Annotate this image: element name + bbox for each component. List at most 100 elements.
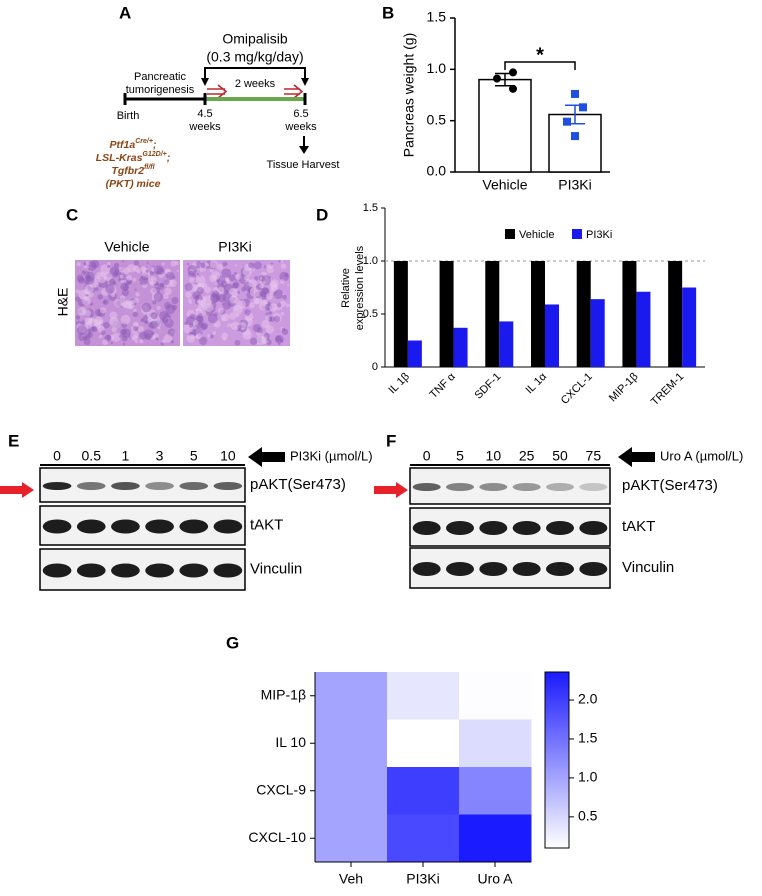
birth: Birth	[117, 110, 140, 122]
data-point	[509, 68, 517, 77]
band-label: tAKT	[622, 518, 655, 535]
dose: 3	[156, 448, 164, 464]
legend-label: Vehicle	[519, 229, 554, 241]
tissue	[248, 262, 255, 269]
tissue	[150, 278, 154, 281]
column-label: PI3Ki	[218, 239, 251, 255]
arrowhead	[299, 146, 309, 154]
heat-cell	[315, 767, 388, 815]
band-label: Vinculin	[622, 559, 674, 576]
colorbar-label: 1.5	[578, 730, 598, 746]
tissue	[164, 318, 174, 328]
band	[42, 563, 72, 578]
tissue	[77, 307, 87, 316]
tissue	[200, 323, 207, 331]
tissue	[176, 269, 180, 272]
tissue	[209, 260, 218, 269]
tissue	[109, 266, 120, 276]
y-tick-label: 1.0	[427, 60, 447, 76]
tissue	[123, 267, 130, 275]
tissue	[189, 334, 195, 340]
gene: LSL-Kras	[96, 152, 143, 164]
band	[546, 562, 574, 576]
band	[579, 521, 608, 535]
tissue	[155, 282, 160, 286]
tissue	[195, 312, 198, 316]
tissue	[113, 298, 123, 308]
band	[76, 482, 106, 490]
tissue	[163, 279, 170, 286]
tissue	[119, 295, 126, 301]
blot-panel	[409, 507, 611, 547]
tissue	[85, 261, 90, 266]
black-arrow	[248, 447, 285, 467]
double-arrow	[207, 84, 228, 99]
blots: 0 0.5 1 3 5 10 PI3Ki (µmol/L) pAKT(Ser473) tAKT V…	[0, 447, 743, 591]
tissue	[228, 312, 237, 320]
double-arrow	[284, 84, 304, 99]
tissue	[133, 308, 137, 313]
band	[76, 563, 106, 578]
dose: 10	[220, 448, 236, 464]
tissue	[94, 287, 99, 292]
tissue	[120, 314, 131, 325]
tissue	[207, 334, 211, 338]
bar	[439, 261, 454, 367]
band	[213, 519, 243, 534]
tissue	[75, 315, 81, 320]
histology: Vehicle PI3Ki H&E	[55, 239, 290, 346]
tissue	[161, 262, 165, 266]
tissue	[139, 275, 149, 286]
tissue	[282, 293, 285, 296]
phase: tumorigenesis	[126, 84, 195, 96]
tissue	[276, 302, 282, 308]
tissue	[196, 272, 200, 276]
tissue	[170, 260, 177, 267]
band-label: pAKT(Ser473)	[250, 476, 346, 493]
tissue	[109, 311, 118, 320]
legend-swatch	[572, 229, 582, 239]
tissue	[280, 263, 287, 269]
dose: (0.3 mg/kg/day)	[206, 49, 303, 65]
tissue	[229, 295, 238, 304]
tissue	[111, 293, 115, 298]
tissue	[261, 275, 272, 286]
bar	[668, 261, 683, 367]
tissue	[235, 313, 240, 318]
x-tick-label: Vehicle	[482, 177, 527, 193]
tissue	[268, 263, 274, 269]
tissue	[189, 277, 195, 283]
tissue	[103, 300, 107, 304]
row-label: IL 10	[275, 734, 306, 750]
tissue	[153, 292, 164, 302]
end: weeks	[284, 121, 317, 133]
tissue	[112, 281, 117, 285]
phase: Pancreatic	[134, 71, 186, 83]
tissue	[253, 299, 260, 305]
tissue	[137, 326, 145, 333]
tissue	[134, 340, 139, 344]
charts: 0.0 0.5 1.0 1.5 Pancreas weight (g) Vehicle PI…	[248, 9, 705, 887]
tissue	[133, 325, 139, 332]
tissue	[122, 260, 125, 263]
tissue	[235, 264, 238, 267]
band	[145, 482, 174, 490]
tissue	[217, 307, 224, 314]
tissue	[160, 342, 164, 346]
tissue	[280, 260, 284, 263]
bar	[499, 321, 514, 367]
tissue	[103, 272, 112, 281]
tissue	[221, 332, 229, 340]
tissue	[76, 325, 87, 335]
tissue	[164, 287, 172, 295]
tissue	[110, 341, 113, 345]
tissue	[77, 276, 85, 284]
dose: 25	[519, 448, 535, 464]
tissue	[85, 275, 95, 285]
tissue	[259, 284, 264, 289]
heat-cell	[387, 672, 460, 720]
treatment: Uro A (µmol/L)	[660, 448, 743, 463]
tissue	[99, 272, 106, 278]
tissue	[140, 318, 144, 322]
